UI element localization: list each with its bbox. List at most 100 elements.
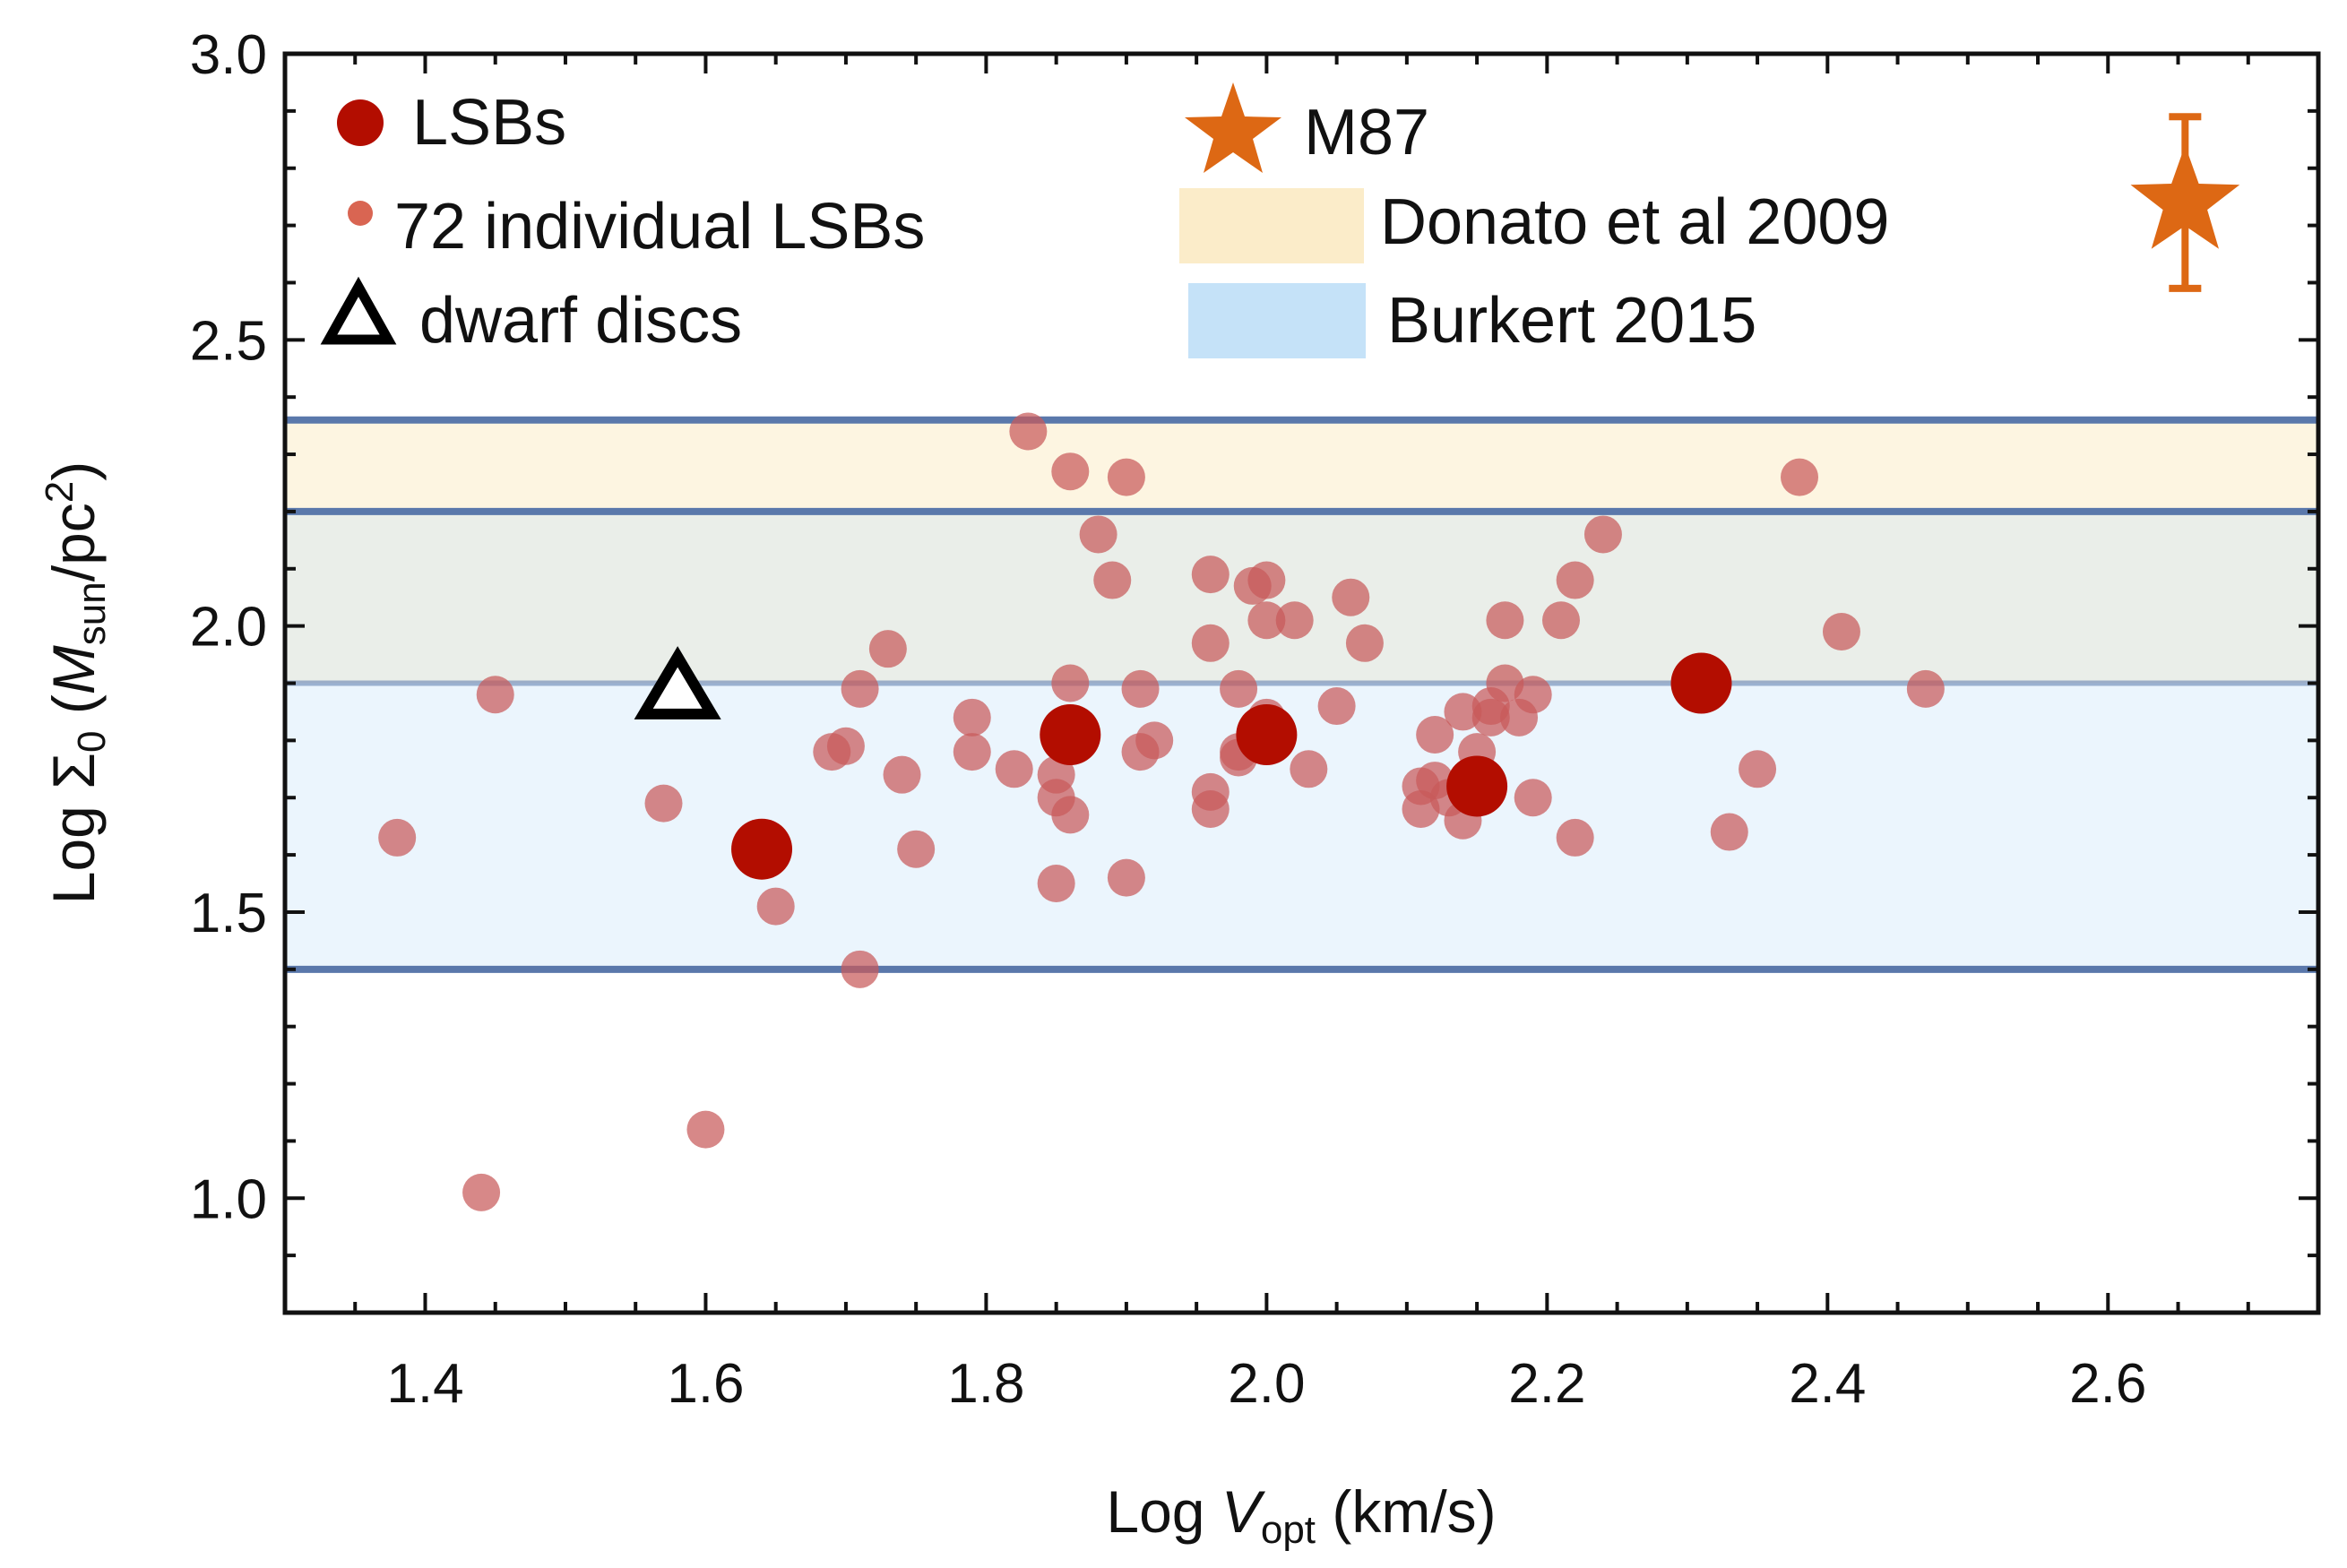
individual-lsb-point — [826, 727, 865, 765]
individual-lsb-point — [1107, 458, 1145, 496]
x-axis-title: Log Vopt (km/s) — [1106, 1478, 1496, 1552]
individual-lsb-point — [1290, 750, 1328, 788]
individual-lsb-point — [841, 950, 879, 988]
individual-lsb-point — [1541, 601, 1580, 640]
y-axis-title-close: ) — [40, 461, 107, 481]
individual-lsb-point — [1317, 687, 1356, 726]
legend-marker-m87-star-icon — [1185, 82, 1281, 173]
individual-lsb-point — [462, 1173, 501, 1211]
x-axis-title-sub: opt — [1261, 1508, 1316, 1552]
y-axis-title: Log Σ0 (Msun/pc2) — [38, 461, 114, 905]
legend-marker-dwarf-discs-triangle-icon — [320, 276, 397, 345]
x-axis-title-var: V — [1221, 1478, 1266, 1545]
individual-lsb-point — [1514, 779, 1552, 817]
y-axis-title-sup: 2 — [38, 481, 82, 503]
individual-lsb-point — [1093, 561, 1132, 599]
individual-lsb-point — [1345, 624, 1384, 662]
dwarf-disc-point — [634, 646, 721, 719]
individual-lsb-point — [1191, 556, 1230, 594]
individual-lsb-point — [1037, 865, 1075, 903]
x-tick-label: 2.2 — [1508, 1353, 1585, 1415]
x-tick-label: 2.0 — [1228, 1353, 1305, 1415]
legend-label-individual-lsbs: 72 individual LSBs — [394, 191, 925, 263]
individual-lsb-point — [868, 630, 907, 668]
x-tick-label: 1.6 — [667, 1353, 744, 1415]
x-tick-label: 2.4 — [1789, 1353, 1866, 1415]
legend-label-m87: M87 — [1304, 97, 1429, 168]
y-axis-title-open: ( — [40, 694, 107, 730]
lsb-point — [1446, 755, 1508, 817]
individual-lsb-point — [1275, 601, 1314, 640]
individual-lsb-point — [1556, 818, 1594, 857]
y-tick-label: 1.5 — [190, 883, 267, 944]
individual-lsb-point — [897, 830, 936, 868]
individual-lsb-point — [1822, 613, 1860, 651]
y-axis-title-mid: /pc — [40, 503, 107, 582]
lsb-points — [731, 652, 1732, 880]
y-axis-title-zero: 0 — [70, 731, 114, 753]
individual-lsb-point — [1079, 515, 1117, 554]
individual-lsb-point — [1191, 624, 1230, 662]
individual-lsb-point — [1739, 750, 1777, 788]
axis-ticks: 1.4 1.6 1.8 2.0 2.2 2.4 2.6 1.0 1.5 2.0 2.5 3.0 — [190, 24, 2320, 1415]
y-axis-title-prefix: Log Σ — [40, 753, 107, 904]
individual-lsb-point — [1514, 676, 1552, 714]
x-axis-title-suffix: (km/s) — [1316, 1478, 1497, 1545]
individual-lsb-point — [476, 676, 514, 714]
lsb-point — [1236, 703, 1298, 765]
individual-lsb-point — [883, 755, 921, 794]
x-tick-label: 2.6 — [2069, 1353, 2146, 1415]
legend-marker-individual-lsbs — [348, 201, 373, 226]
individual-lsb-point — [1583, 515, 1622, 554]
individual-lsb-point — [644, 784, 683, 823]
individual-lsb-point — [1220, 669, 1258, 708]
individual-lsb-point — [995, 750, 1033, 788]
individual-lsb-point — [1051, 664, 1090, 702]
individual-lsb-point — [1191, 790, 1230, 828]
individual-lsb-point — [1121, 669, 1160, 708]
x-tick-label: 1.8 — [947, 1353, 1024, 1415]
individual-lsb-point — [686, 1110, 725, 1149]
individual-lsb-point — [1051, 452, 1090, 491]
individual-lsb-point — [1444, 693, 1482, 731]
individual-lsb-point — [1247, 601, 1286, 640]
legend-label-lsbs: LSBs — [412, 87, 566, 159]
individual-lsb-point — [1135, 721, 1174, 760]
band-donato — [285, 419, 2318, 684]
individual-lsb-point — [1486, 601, 1524, 640]
y-tick-label: 3.0 — [190, 24, 267, 86]
y-tick-label: 2.5 — [190, 310, 267, 372]
individual-lsb-point — [756, 887, 795, 926]
y-axis-title-var: M — [40, 645, 107, 694]
individual-lsb-point — [378, 818, 417, 857]
lsb-point — [1040, 703, 1101, 765]
individual-lsb-point — [1416, 715, 1454, 754]
legend-label-donato: Donato et al 2009 — [1380, 186, 1889, 258]
individual-lsb-point — [1009, 412, 1048, 451]
legend-label-burkert: Burkert 2015 — [1387, 285, 1756, 357]
individual-lsb-point — [1051, 796, 1090, 834]
lsb-point — [731, 818, 793, 880]
individual-lsb-point — [953, 733, 991, 771]
individual-lsb-point — [953, 698, 991, 737]
individual-lsb-point — [1781, 458, 1819, 496]
dwarf-disc-points — [634, 646, 721, 719]
shaded-bands — [285, 419, 2318, 969]
band-boundary-lines — [285, 416, 2318, 973]
individual-lsb-point — [1556, 561, 1594, 599]
lsb-point — [1670, 652, 1732, 714]
y-axis-title-sub: sun — [70, 582, 114, 645]
individual-lsb-point — [1906, 669, 1945, 708]
band-burkert — [285, 511, 2318, 969]
legend-swatch-burkert — [1188, 283, 1366, 358]
y-tick-label: 1.0 — [190, 1168, 267, 1230]
m87-point — [2130, 113, 2240, 292]
x-axis-title-prefix: Log — [1106, 1478, 1221, 1545]
m87-star-point — [2130, 145, 2240, 249]
x-tick-label: 1.4 — [386, 1353, 463, 1415]
individual-lsb-point — [1332, 578, 1370, 616]
individual-lsb-point — [1710, 813, 1748, 851]
individual-lsb-point — [1247, 561, 1286, 599]
legend-swatch-donato — [1179, 188, 1364, 263]
legend-label-dwarf-discs: dwarf discs — [419, 285, 742, 357]
